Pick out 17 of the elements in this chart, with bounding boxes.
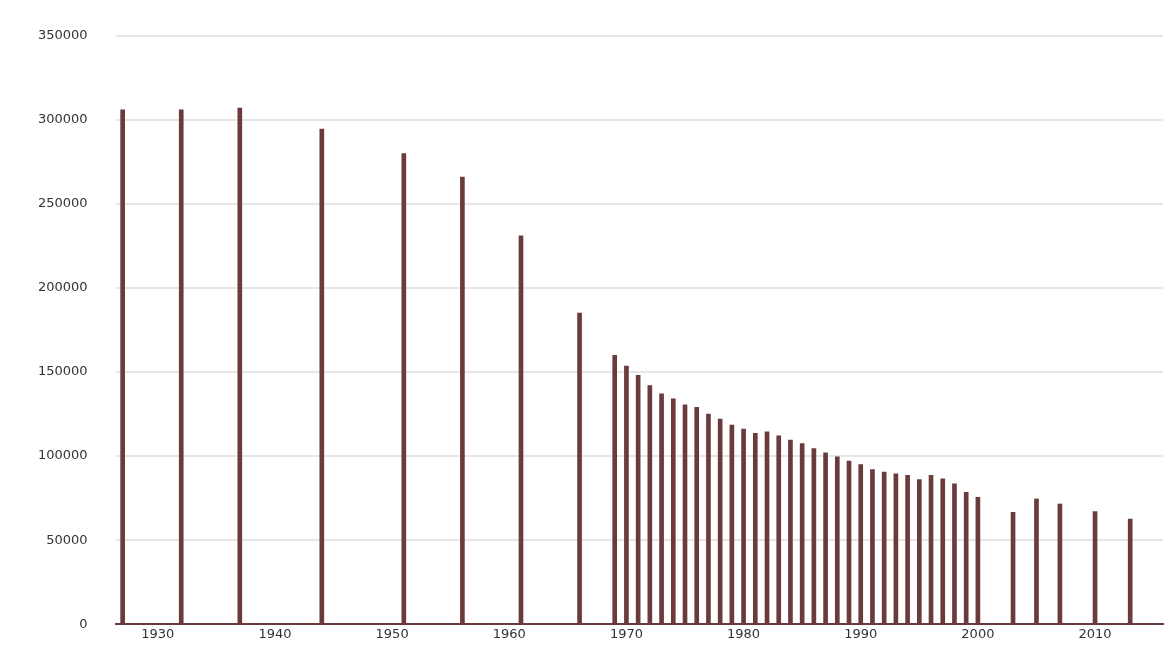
x-tick-label: 1990 xyxy=(844,626,878,642)
y-tick-label: 300000 xyxy=(37,111,88,127)
x-tick-label: 1950 xyxy=(375,626,409,642)
x-tick-label: 1940 xyxy=(258,626,292,642)
x-tick-label: 1960 xyxy=(492,626,526,642)
y-tick-label: 50000 xyxy=(46,531,88,547)
y-tick-label: 0 xyxy=(79,615,88,631)
x-tick-label: 1930 xyxy=(141,626,175,642)
y-tick-label: 150000 xyxy=(37,363,88,379)
x-tick-label: 1970 xyxy=(609,626,643,642)
y-tick-label: 250000 xyxy=(37,195,88,211)
x-tick-label: 1980 xyxy=(727,626,761,642)
x-tick-label: 2010 xyxy=(1078,626,1112,642)
x-tick-label: 2000 xyxy=(961,626,995,642)
y-tick-label: 350000 xyxy=(37,27,88,43)
y-tick-label: 100000 xyxy=(37,447,88,463)
y-tick-label: 200000 xyxy=(37,279,88,295)
